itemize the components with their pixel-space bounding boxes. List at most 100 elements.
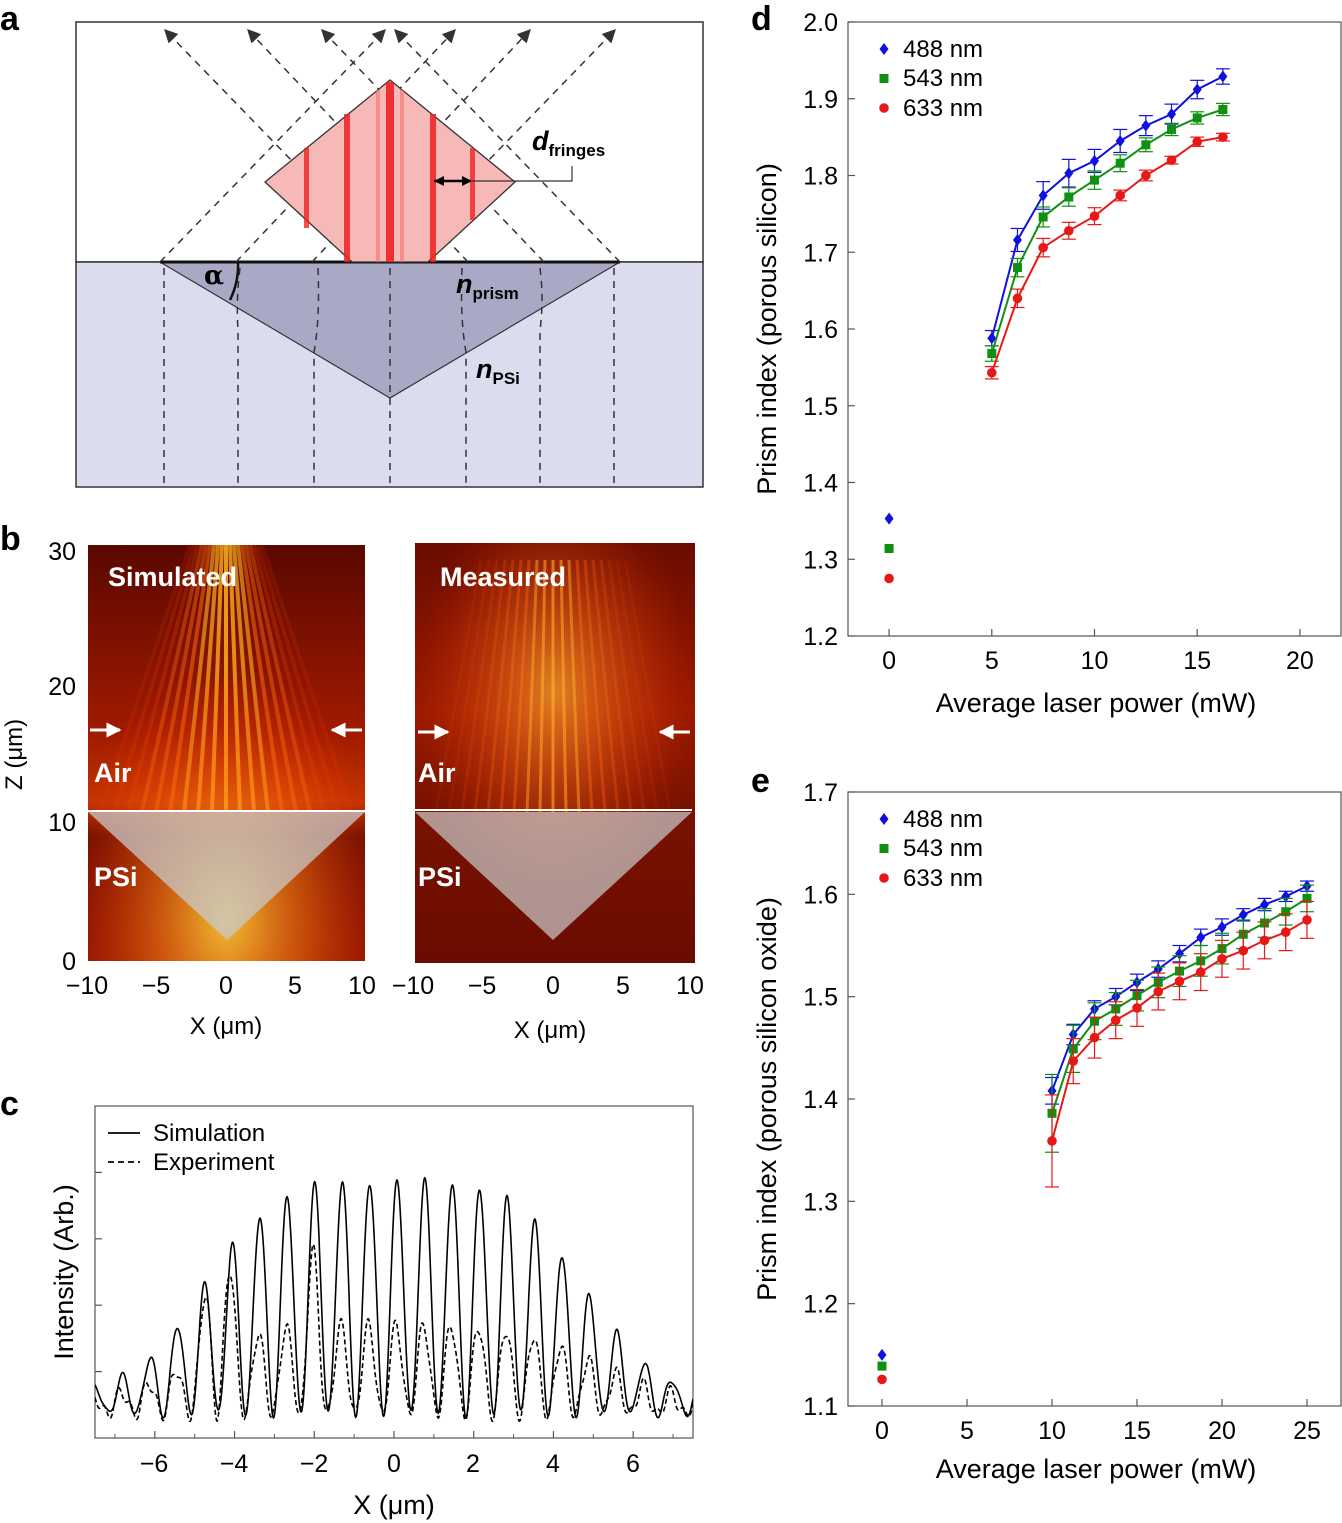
data-point [986,367,997,378]
data-point [1141,119,1151,132]
data-point [877,1348,887,1361]
data-point [1089,1032,1100,1043]
data-point [884,573,894,584]
ytick-label: 1.8 [803,163,838,191]
data-point [1064,167,1074,180]
data-point [987,332,997,345]
c-xlabel: X (μm) [353,1490,435,1520]
data-point [877,1374,887,1385]
xtick-label: 15 [1123,1417,1151,1445]
d-legend-633: 633 nm [903,95,983,122]
data-point [1132,1003,1142,1013]
air-label-left: Air [94,758,132,788]
series-line-543nm [1051,897,1308,1114]
data-point [1141,140,1151,150]
e-legend-633: 633 nm [903,865,983,892]
b-xtick: 0 [546,972,560,1000]
data-point [1141,170,1151,181]
ytick-label: 2.0 [803,9,838,37]
panel-c: c Simulation Experiment −6 −4 −2 0 2 4 6… [0,1085,694,1520]
b-xtick: 0 [219,972,233,1000]
fringe-lines [304,82,475,262]
xtick-label: 10 [1038,1417,1066,1445]
ytick-label: 1.9 [803,86,838,114]
data-point [879,873,889,883]
data-point [1195,967,1206,977]
e-legend-488: 488 nm [903,806,983,833]
data-point [1218,132,1228,142]
d-plot-area: 1.2 1.3 1.4 1.5 1.6 1.7 1.8 1.9 2.0 0 5 10 15 20 [803,9,1314,675]
data-point [877,1361,887,1371]
air-label-right: Air [418,758,456,788]
panel-b: b Simulated Air PSi Measured Air PSi 30 [0,520,704,1044]
data-point [1192,83,1202,96]
b-xtick: 10 [676,972,704,1000]
data-point [1115,134,1125,147]
data-point [1115,158,1125,168]
data-point [1259,935,1270,946]
data-point [1166,155,1177,165]
data-point [1302,893,1312,903]
c-xtick: −2 [300,1450,329,1478]
c-xtick: 4 [546,1450,560,1478]
d-ylabel: Prism index (porous silicon) [752,163,782,495]
ytick-label: 1.4 [803,470,838,498]
b-ytick: 30 [48,538,76,566]
panel-e: e 1.1 1.2 1.3 1.4 1.5 1.6 1.7 0 5 10 15 20 25 Averag… [751,762,1342,1484]
ytick-label: 1.4 [803,1086,838,1114]
data-point [1217,921,1227,934]
c-xtick: 6 [626,1450,640,1478]
panel-letter-d: d [751,0,772,38]
d-legend-488: 488 nm [903,36,983,63]
data-point [879,103,889,113]
ytick-label: 1.7 [803,239,838,267]
data-point [1238,908,1248,921]
data-point [1196,931,1206,944]
series-line-633nm [990,136,1224,374]
ytick-label: 1.5 [803,393,838,421]
n-prism-label: nprism [456,269,519,303]
xtick-label: 5 [985,647,999,675]
data-point [1012,293,1023,304]
ytick-label: 1.2 [803,1291,838,1319]
series-line-488nm [990,75,1224,339]
d-xlabel: Average laser power (mW) [936,688,1257,718]
experiment-curve [95,1243,693,1423]
data-point [1153,986,1164,997]
data-point [1174,976,1185,987]
b-xticks-left: −10 −5 0 5 10 [66,972,376,1000]
b-ylabel: Z (μm) [1,719,28,790]
ytick-label: 1.5 [803,984,838,1012]
data-point [884,512,894,525]
xtick-label: 20 [1208,1417,1236,1445]
xtick-label: 5 [960,1417,974,1445]
data-point [1218,70,1228,83]
data-point [1110,1015,1121,1026]
b-xlabel-right: X (μm) [514,1017,586,1044]
c-xticks: −6 −4 −2 0 2 4 6 [140,1450,640,1478]
data-point [879,43,889,55]
psi-label-right: PSi [418,862,462,892]
panel-letter-b: b [0,520,21,558]
data-point [879,844,889,853]
panel-letter-c: c [0,1085,19,1123]
b-ytick: 20 [48,673,76,701]
data-point [1115,190,1125,201]
data-point [1038,212,1048,222]
data-point [1047,1136,1057,1146]
e-plot-area: 1.1 1.2 1.3 1.4 1.5 1.6 1.7 0 5 10 15 20 25 [803,779,1321,1445]
panel-a: a [0,0,704,488]
data-point [1175,947,1184,960]
data-point [879,74,889,83]
c-xtick: 0 [387,1450,401,1478]
c-xtick: −6 [140,1450,169,1478]
b-xticks-right: −10 −5 0 5 10 [392,972,704,1000]
b-xlabel-left: X (μm) [190,1013,262,1040]
data-point [1090,154,1099,167]
e-ylabel: Prism index (porous silicon oxide) [752,897,782,1301]
simulated-title: Simulated [108,562,237,592]
simulation-curve [95,1176,693,1420]
data-point [1038,242,1048,253]
panel-d: d 1.2 1.3 1.4 1.5 1.6 1.7 1.8 1.9 2.0 0 5 10 15 20 Av… [751,0,1342,718]
ytick-label: 1.1 [803,1393,838,1421]
